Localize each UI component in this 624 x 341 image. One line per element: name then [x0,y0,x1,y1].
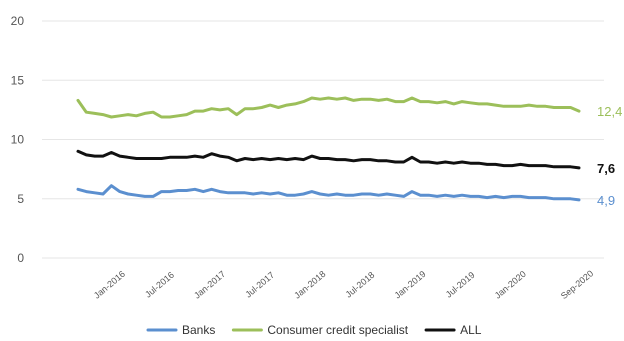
x-tick-label: Jul-2019 [444,270,477,300]
x-tick-label: Jul-2016 [143,270,176,300]
x-tick-label: Jan-2016 [92,269,127,301]
y-tick-label: 10 [11,133,25,147]
gridlines [42,20,604,259]
end-value-labels: 4,9 12,4 7,6 [597,104,622,208]
y-tick-label: 20 [11,14,25,28]
series-line-consumer-credit-specialist [76,96,581,119]
end-label-all: 7,6 [597,161,615,176]
y-tick-label: 5 [17,192,24,206]
x-tick-label: Jan-2020 [493,269,528,301]
x-tick-label: Jul-2017 [243,270,276,300]
x-tick-label: Jan-2018 [292,269,327,301]
x-tick-label: Jan-2017 [192,269,227,301]
x-tick-label: Jul-2018 [344,270,377,300]
legend-label-banks: Banks [182,323,215,337]
series-line-banks [76,184,581,202]
y-tick-label: 0 [17,251,24,265]
series-lines [76,96,581,202]
legend: Banks Consumer credit specialist ALL [146,323,482,337]
x-axis-ticks: Jan-2016 Jul-2016 Jan-2017 Jul-2017 Jan-2018… [92,268,595,301]
y-axis-ticks: 0 5 10 15 20 [11,14,25,265]
series-line-all [76,149,581,170]
y-tick-label: 15 [11,73,25,87]
legend-label-all: ALL [460,323,482,337]
x-tick-label: Jan-2019 [392,269,427,301]
end-label-banks: 4,9 [597,193,615,208]
x-tick-label: Sep-2020 [559,268,595,301]
legend-label-consumer-credit-specialist: Consumer credit specialist [267,323,408,337]
end-label-consumer-credit-specialist: 12,4 [597,104,622,119]
